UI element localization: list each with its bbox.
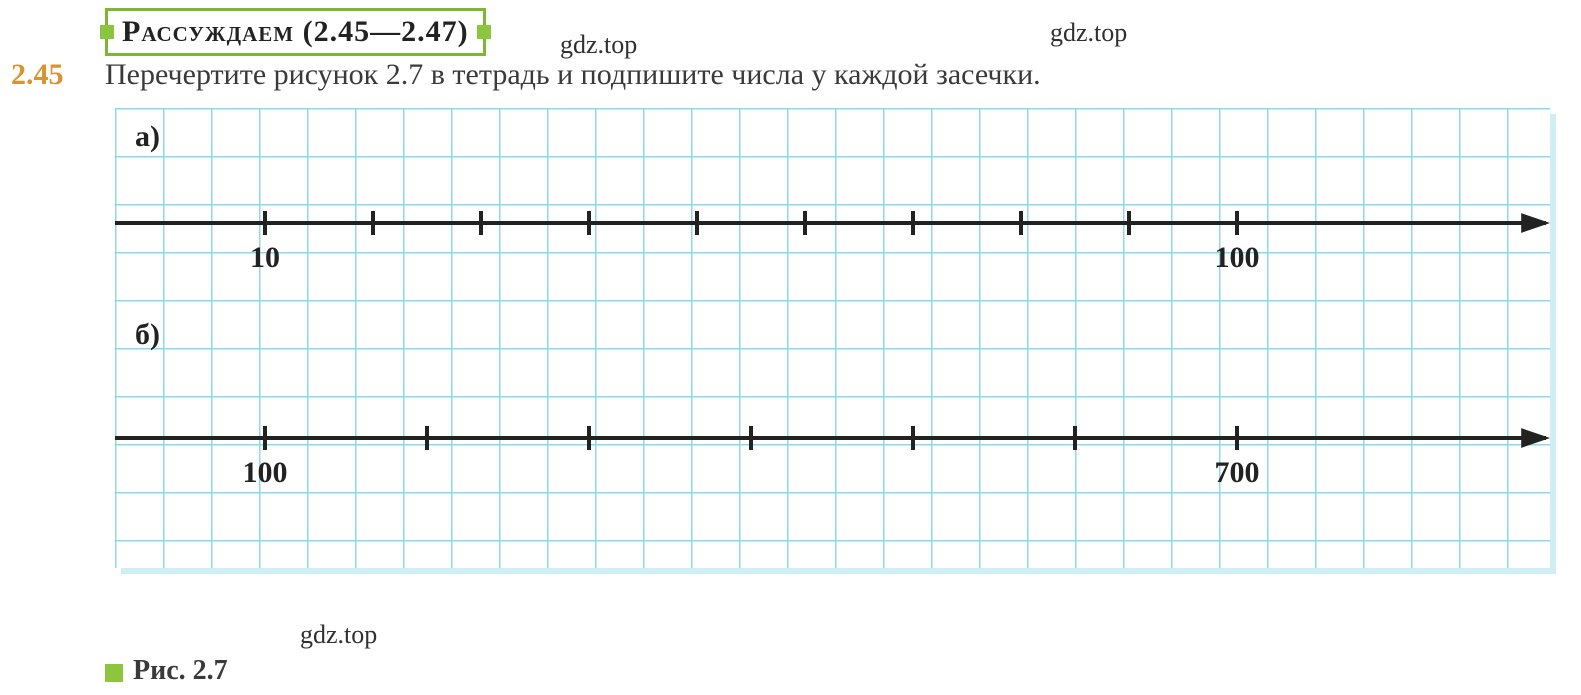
number-line-b: [115, 408, 1550, 468]
tick-label: 10: [225, 241, 305, 275]
figure-caption: Рис. 2.7: [105, 655, 228, 687]
square-icon: [477, 25, 491, 39]
panel-label-b: б): [135, 318, 160, 352]
section-header: Рассуждаем (2.45—2.47): [105, 8, 486, 56]
panel-label-a: а): [135, 120, 160, 154]
section-header-text: Рассуждаем (2.45—2.47): [122, 15, 469, 49]
watermark: gdz.top: [300, 620, 377, 650]
figure-2-7: а) 10 100 б) 100 700: [115, 108, 1550, 568]
tick-label: 100: [1197, 241, 1277, 275]
square-icon: [100, 25, 114, 39]
watermark: gdz.top: [1050, 18, 1127, 48]
watermark: gdz.top: [560, 30, 637, 60]
exercise-number: 2.45: [11, 58, 64, 92]
tick-label: 100: [225, 456, 305, 490]
number-line-a: [115, 193, 1550, 253]
exercise-text: Перечертите рисунок 2.7 в тетрадь и подп…: [105, 58, 1041, 92]
square-icon: [105, 664, 123, 682]
tick-label: 700: [1197, 456, 1277, 490]
figure-caption-text: Рис. 2.7: [133, 655, 228, 686]
